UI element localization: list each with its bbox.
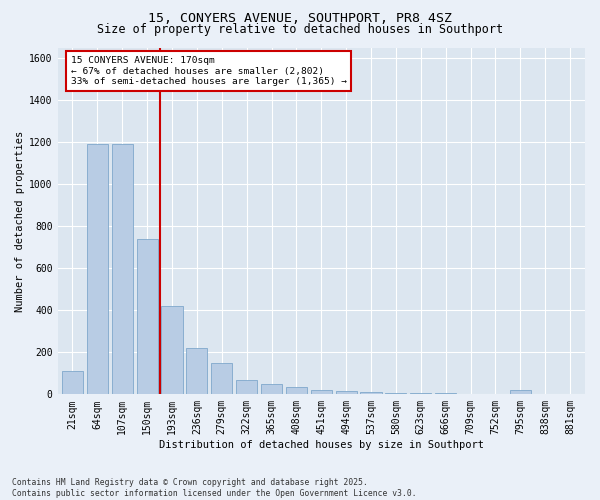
Text: 15 CONYERS AVENUE: 170sqm
← 67% of detached houses are smaller (2,802)
33% of se: 15 CONYERS AVENUE: 170sqm ← 67% of detac… bbox=[71, 56, 347, 86]
X-axis label: Distribution of detached houses by size in Southport: Distribution of detached houses by size … bbox=[159, 440, 484, 450]
Bar bbox=[311, 390, 332, 394]
Bar bbox=[112, 144, 133, 395]
Bar bbox=[335, 391, 357, 394]
Bar bbox=[161, 306, 182, 394]
Bar bbox=[286, 387, 307, 394]
Bar bbox=[211, 363, 232, 394]
Text: Size of property relative to detached houses in Southport: Size of property relative to detached ho… bbox=[97, 22, 503, 36]
Bar bbox=[236, 380, 257, 394]
Text: 15, CONYERS AVENUE, SOUTHPORT, PR8 4SZ: 15, CONYERS AVENUE, SOUTHPORT, PR8 4SZ bbox=[148, 12, 452, 26]
Bar bbox=[385, 392, 406, 394]
Bar bbox=[186, 348, 208, 395]
Bar bbox=[137, 239, 158, 394]
Bar bbox=[510, 390, 531, 394]
Bar bbox=[361, 392, 382, 394]
Bar bbox=[62, 371, 83, 394]
Y-axis label: Number of detached properties: Number of detached properties bbox=[15, 130, 25, 312]
Text: Contains HM Land Registry data © Crown copyright and database right 2025.
Contai: Contains HM Land Registry data © Crown c… bbox=[12, 478, 416, 498]
Bar bbox=[87, 144, 108, 395]
Bar bbox=[261, 384, 282, 394]
